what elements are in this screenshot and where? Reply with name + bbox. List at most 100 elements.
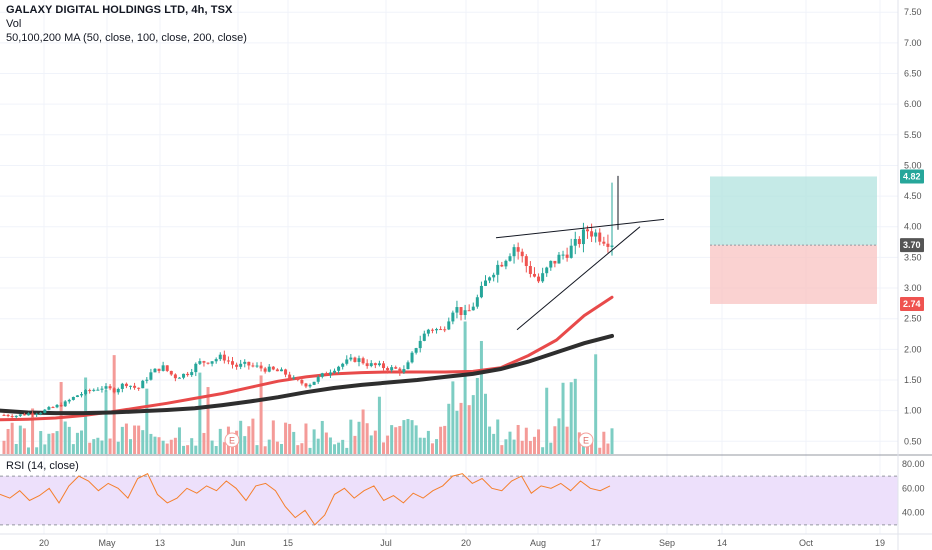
volume-bar (565, 426, 569, 454)
candle-body (55, 404, 59, 408)
candle-body (292, 377, 296, 379)
candle-body (75, 395, 79, 397)
candle-body (67, 399, 71, 402)
candle-body (104, 386, 108, 389)
candle-body (308, 384, 312, 387)
volume-bar (279, 443, 283, 454)
candle-body (590, 231, 594, 237)
candle-body (88, 390, 92, 392)
volume-bar (112, 355, 116, 454)
candle-body (406, 362, 410, 370)
time-tick-label: May (98, 538, 116, 548)
candle-body (120, 383, 124, 389)
volume-bar (304, 423, 308, 454)
candle-body (414, 348, 418, 353)
candle-body (263, 368, 267, 372)
wedge-drawing[interactable] (495, 218, 665, 331)
volume-bar (586, 441, 590, 454)
ma-indicator-label[interactable]: 50,100,200 MA (50, close, 100, close, 20… (6, 32, 247, 44)
candle-body (157, 368, 161, 371)
volume-bar (598, 447, 602, 454)
volume-bar (222, 442, 226, 454)
candle-body (541, 273, 545, 282)
volume-bar (475, 377, 479, 454)
volume-bar (402, 420, 406, 454)
candle-body (369, 363, 373, 367)
volume-bar (512, 439, 516, 454)
volume-bar (300, 443, 304, 454)
candle-body (153, 368, 157, 373)
candle-body (504, 260, 508, 267)
candle-body (2, 414, 6, 416)
candle-body (51, 407, 55, 409)
time-tick-label: Oct (799, 538, 814, 548)
candle-body (328, 372, 332, 375)
candle-body (353, 357, 357, 362)
volume-bar (173, 437, 177, 454)
time-tick-label: 20 (39, 538, 49, 548)
volume-bar (492, 433, 496, 454)
volume-bar (124, 423, 128, 454)
time-axis[interactable]: 20 May 13 Jun 15 Jul 20 Aug 17 Sep 14 Oct 19 (39, 538, 885, 548)
volume-bar (288, 423, 292, 454)
volume-bar (610, 428, 614, 454)
candle-body (235, 364, 239, 367)
volume-bar (545, 387, 549, 454)
candlesticks (2, 175, 619, 419)
candle-body (479, 285, 483, 298)
candle-body (141, 380, 145, 389)
rsi-tick-label: 80.00 (902, 459, 925, 469)
price-badge (900, 296, 924, 311)
volume-bar (504, 439, 508, 454)
rsi-axis[interactable]: 80.00 60.00 40.00 (902, 459, 925, 518)
volume-bar (365, 423, 369, 454)
rsi-indicator-label[interactable]: RSI (14, close) (6, 460, 79, 472)
volume-bar (284, 422, 288, 454)
volume-bar (381, 442, 385, 454)
time-tick-label: 20 (461, 538, 471, 548)
candle-body (561, 254, 565, 256)
candle-body (447, 321, 451, 330)
volume-bar (161, 440, 165, 454)
candle-body (226, 360, 230, 362)
chart-legend: GALAXY DIGITAL HOLDINGS LTD, 4h, TSX Vol… (6, 4, 247, 44)
candle-body (259, 365, 263, 369)
symbol-title[interactable]: GALAXY DIGITAL HOLDINGS LTD, 4h, TSX (6, 4, 233, 16)
volume-bar (308, 447, 312, 454)
earnings-marker (578, 432, 594, 448)
volume-bar (218, 428, 222, 454)
candle-body (284, 369, 288, 375)
volume-bar (182, 445, 186, 454)
volume-bar (92, 439, 96, 454)
volume-bar (451, 381, 455, 454)
candle-body (349, 357, 353, 360)
candle-body (231, 361, 235, 365)
price-axis[interactable]: 7.50 7.00 6.50 6.00 5.50 5.00 4.50 4.00 3.50 3.00… (904, 7, 922, 446)
volume-bar (496, 419, 500, 454)
volume-bar (569, 382, 573, 454)
risk-reward-zones[interactable] (710, 176, 877, 304)
candle-body (386, 368, 390, 371)
candle-body (418, 340, 422, 349)
volume-bar (120, 426, 124, 454)
candle-body (255, 365, 259, 367)
volume-bar (394, 427, 398, 454)
candle-body (92, 389, 96, 391)
volume-bar (47, 433, 51, 454)
price-tick-label: 5.50 (904, 130, 922, 140)
candle-body (455, 307, 459, 313)
candle-body (26, 413, 30, 416)
candle-body (18, 414, 22, 416)
volume-bar (169, 439, 173, 454)
volume-bar (141, 430, 145, 454)
volume-bar (251, 418, 255, 454)
volume-indicator-label[interactable]: Vol (6, 18, 22, 30)
price-tick-label: 5.00 (904, 160, 922, 170)
candle-body (402, 369, 406, 373)
volume-bar (516, 424, 520, 454)
price-tick-label: 7.00 (904, 38, 922, 48)
price-tick-label: 3.00 (904, 283, 922, 293)
volume-bar (128, 439, 132, 454)
